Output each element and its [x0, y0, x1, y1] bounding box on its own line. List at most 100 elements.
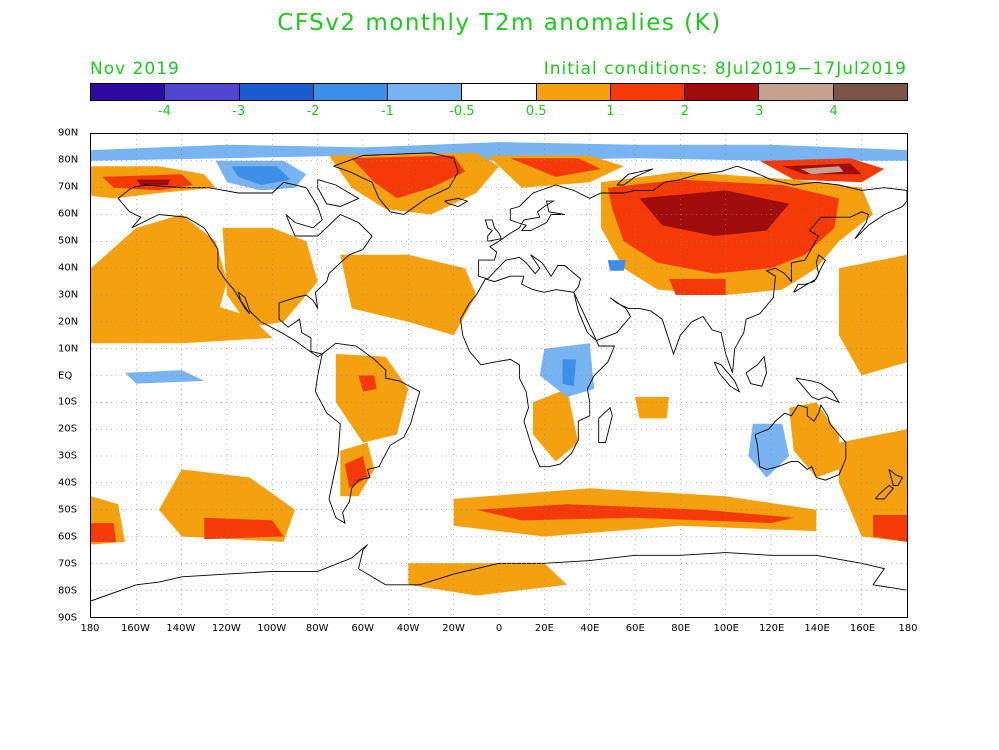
lon-tick-label: 180 — [898, 623, 918, 634]
colorbar-swatch-2 — [239, 84, 314, 100]
lat-tick-label: 90S — [58, 612, 78, 624]
coastline-borneo — [745, 355, 767, 387]
anomaly-greenland-strong — [351, 155, 465, 199]
lon-tick-label: 80W — [305, 623, 329, 634]
anomaly-canada-arctic-cooler — [231, 166, 291, 185]
lat-tick-label: 30N — [58, 289, 79, 301]
coastline-africa — [460, 275, 616, 468]
anomaly-australia-cool — [748, 423, 790, 478]
anomaly-africa-warm — [533, 388, 579, 462]
lon-tick-label: 120E — [758, 623, 785, 634]
lon-tick-label: 120W — [211, 623, 241, 634]
colorbar-tick-label: -1 — [380, 104, 394, 119]
colorbar-tick-label: -3 — [232, 104, 246, 119]
lon-tick-label: 100E — [713, 623, 739, 634]
lon-tick-label: 80E — [671, 623, 691, 634]
coastline-layer — [91, 152, 907, 602]
colorbar-tick-label: -4 — [157, 104, 171, 119]
anomaly-pacific-eq-cool — [125, 370, 205, 384]
colorbar-labels: -4 -3 -2 -1 -0.5 0.5 1 2 3 4 — [90, 104, 908, 122]
coastline-north-america — [117, 181, 373, 358]
lat-tick-label: 40S — [58, 477, 78, 489]
coastline-sumatra — [713, 361, 741, 393]
lon-tick-label: 20W — [442, 623, 465, 634]
colorbar-swatch-5 — [462, 84, 537, 100]
coastline-madagascar — [598, 406, 613, 444]
lon-tick-label: 40W — [396, 623, 420, 634]
colorbar — [90, 83, 908, 101]
lat-tick-label: 70N — [58, 181, 79, 193]
colorbar-tick-label: -2 — [306, 104, 320, 119]
lat-tick-label: 60N — [58, 208, 79, 220]
anomaly-australia-warm — [789, 402, 839, 478]
anomaly-s-ocean-west-strong — [91, 523, 116, 542]
colorbar-tick-label: 1 — [606, 104, 615, 119]
anomaly-alaska-core — [136, 179, 171, 185]
colorbar-tick-label: 0.5 — [525, 104, 547, 119]
chart-title: CFSv2 monthly T2m anomalies (K) — [277, 10, 722, 36]
coastline-great-britain — [484, 219, 502, 242]
colorbar-tick-label: 4 — [829, 104, 838, 119]
anomaly-se-pacific-aus-strong — [873, 515, 907, 542]
colorbar-tick-label: -0.5 — [449, 104, 475, 119]
anomaly-na-west-warm — [222, 227, 318, 328]
lat-tick-label: 10N — [58, 343, 79, 355]
map-canvas — [91, 134, 907, 617]
coastline-australia — [754, 403, 847, 481]
colorbar-tick-label: 2 — [680, 104, 690, 119]
anomaly-antarctic-coast-warm — [408, 563, 567, 596]
lat-tick-label: 80N — [58, 154, 79, 166]
anomaly-amazon-warm — [335, 354, 409, 443]
coastline-new-zealand — [888, 469, 904, 486]
lat-tick-label: 50S — [58, 504, 78, 516]
anomaly-barents-strong — [510, 158, 601, 177]
lat-tick-label: 50N — [58, 235, 79, 247]
lat-tick-label: EQ — [58, 370, 73, 381]
anomaly-tibet-mix — [669, 278, 726, 295]
anomaly-argentina-strong — [344, 456, 368, 489]
lat-tick-label: 30S — [58, 450, 78, 462]
colorbar-swatch-0 — [91, 84, 166, 100]
anomaly-siberia-core — [639, 190, 790, 236]
lon-tick-label: 60E — [625, 623, 645, 634]
lon-tick-label: 0 — [495, 623, 503, 634]
lon-tick-label: 160E — [849, 623, 876, 634]
coastline-antarctica — [91, 544, 907, 602]
lon-tick-label: 40E — [580, 623, 600, 634]
valid-month-label: Nov 2019 — [90, 59, 180, 79]
lon-tick-label: 160W — [120, 623, 150, 634]
lat-tick-label: 60S — [58, 531, 78, 543]
coastline-new-zealand-south — [874, 484, 895, 500]
coastline-greenland — [333, 152, 459, 215]
colorbar-swatch-10 — [833, 84, 907, 100]
lat-tick-label: 20S — [58, 423, 78, 435]
colorbar-swatch-8 — [685, 84, 760, 100]
colorbar-tick-label: 3 — [755, 104, 764, 119]
lat-tick-label: 40N — [58, 262, 79, 274]
anomaly-arctic-polar-band — [91, 142, 907, 161]
coastline-eurasia — [478, 165, 907, 373]
anomaly-layer — [91, 142, 907, 596]
coastline-new-guinea — [795, 377, 841, 404]
anomaly-s-indian-strong — [476, 504, 794, 524]
initial-conditions-label: Initial conditions: 8Jul2019−17Jul2019 — [543, 59, 907, 79]
coastline-novaya-zemlya — [616, 168, 654, 186]
lon-tick-label: 140E — [804, 623, 830, 634]
coastline-iceland — [444, 197, 469, 207]
coastline-south-america — [314, 342, 421, 525]
lat-tick-label: 10S — [58, 396, 78, 408]
colorbar-swatch-6 — [536, 84, 611, 100]
gridline-layer — [91, 134, 907, 617]
lat-tick-label: 20N — [58, 316, 79, 328]
lon-tick-label: 180 — [80, 623, 100, 634]
colorbar-swatch-3 — [313, 84, 389, 100]
colorbar-swatch-9 — [759, 84, 834, 100]
anomaly-caspian-cool — [607, 260, 626, 271]
world-map — [90, 133, 908, 618]
lat-tick-label: 70S — [58, 558, 78, 570]
anomaly-east-siberia-peak — [800, 166, 844, 175]
colorbar-swatch-4 — [388, 84, 463, 100]
lon-tick-label: 140W — [166, 623, 196, 634]
lat-tick-label: 90N — [58, 127, 79, 139]
anomaly-s-pacific-strong — [204, 517, 284, 540]
